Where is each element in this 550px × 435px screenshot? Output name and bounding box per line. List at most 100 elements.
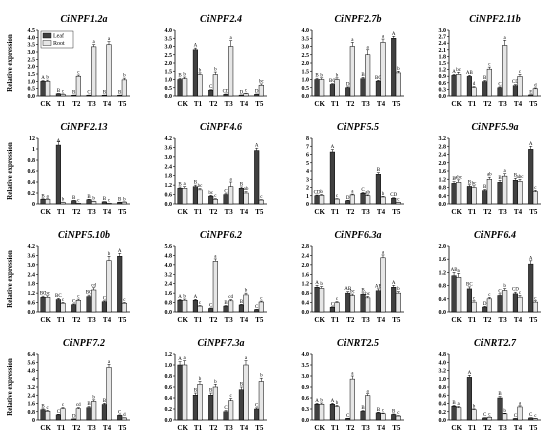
leaf-bar	[345, 87, 351, 97]
leaf-bar	[223, 305, 229, 313]
y-tick-label: 1.2	[302, 282, 310, 288]
significance-label: b	[183, 295, 186, 300]
significance-label: b	[199, 68, 202, 73]
significance-label: a	[184, 182, 187, 187]
y-tick-label: 1.6	[302, 272, 310, 278]
leaf-bar	[451, 183, 457, 205]
root-bar	[228, 46, 234, 97]
y-tick-label: 0.6	[165, 385, 173, 391]
significance-label: B	[361, 288, 365, 293]
significance-label: B	[240, 300, 244, 305]
y-tick-label: 7	[306, 144, 309, 150]
y-tick-label: 0.0	[28, 94, 36, 100]
y-tick-label: 0.4	[302, 301, 310, 307]
root-bar	[197, 305, 203, 313]
significance-label: c	[488, 412, 491, 417]
x-tick-label: CK	[40, 424, 51, 432]
significance-label: a	[108, 360, 111, 365]
y-tick-label: 2.5	[28, 57, 36, 63]
root-bar	[106, 44, 112, 97]
y-tick-label: 0.8	[439, 186, 447, 192]
significance-label: a	[230, 178, 233, 183]
y-tick-label: 4.5	[28, 28, 36, 34]
leaf-bar	[177, 79, 183, 97]
x-tick-label: CK	[314, 316, 325, 324]
y-tick-label: 0.2	[165, 407, 173, 413]
root-bar	[456, 182, 462, 205]
x-tick-label: T4	[103, 208, 112, 216]
root-bar	[197, 189, 203, 205]
root-bar	[228, 300, 234, 313]
y-tick-label: 1.5	[165, 69, 173, 75]
x-tick-label: T1	[194, 208, 203, 216]
panel-1: CiNPF2.4 0.0 0.5 1.0 1.5 2.0 2.5 3.0 3.5 4.0 B b CK A…	[165, 14, 267, 108]
x-tick-label: CK	[40, 208, 51, 216]
panel-9: CiNPF6.2 0.0 0.8 1.6 2.4 3.2 4.0 4.8 5.6 A b CK Ac T1…	[165, 230, 267, 324]
y-tick-label: 0.4	[439, 194, 447, 200]
root-bar	[395, 415, 401, 421]
leaf-bar	[375, 412, 381, 421]
leaf-bar	[117, 256, 123, 313]
root-bar	[45, 199, 51, 205]
significance-label: a	[351, 372, 354, 377]
y-tick-label: 1.5	[302, 69, 310, 75]
y-tick-label: 4.0	[302, 28, 310, 34]
leaf-bar	[466, 288, 472, 313]
significance-label: A	[178, 295, 182, 300]
significance-label: D	[483, 302, 487, 307]
significance-label: c	[382, 409, 385, 414]
significance-label: d	[123, 413, 126, 418]
leaf-bar	[497, 87, 503, 97]
x-tick-label: T3	[362, 316, 371, 324]
significance-label: C	[514, 414, 518, 419]
significance-label: B	[118, 198, 122, 203]
y-tick-label: 0.5	[28, 87, 36, 93]
x-tick-label: T1	[468, 316, 477, 324]
root-bar	[365, 297, 371, 313]
y-tick-label: 4.0	[28, 35, 36, 41]
leaf-bar	[71, 200, 77, 205]
x-tick-label: T5	[255, 316, 264, 324]
root-bar	[471, 87, 477, 97]
y-tick-label: 3.2	[28, 385, 36, 391]
significance-label: CD	[512, 288, 519, 293]
leaf-bar	[40, 199, 46, 205]
significance-label: c	[77, 199, 80, 204]
significance-label: B	[240, 183, 244, 188]
significance-label: A	[178, 357, 182, 362]
significance-label: abc	[455, 175, 463, 180]
root-bar	[334, 198, 340, 205]
significance-label: E	[529, 90, 532, 95]
y-tick-label: 1.8	[439, 54, 447, 60]
significance-label: a	[504, 36, 507, 41]
significance-label: B	[498, 392, 502, 397]
root-bar	[91, 401, 97, 421]
significance-label: A	[315, 281, 319, 286]
y-tick-label: 2.0	[439, 244, 447, 250]
significance-label: B	[377, 408, 381, 413]
significance-label: c	[488, 293, 491, 298]
leaf-bar	[391, 414, 397, 421]
significance-label: D	[255, 90, 259, 95]
y-tick-label: 0	[32, 418, 35, 424]
root-bar	[486, 68, 492, 97]
significance-label: a	[458, 402, 461, 407]
panel-title: CiNPF2.7b	[335, 14, 382, 25]
significance-label: a	[245, 356, 248, 361]
leaf-bar	[238, 304, 244, 313]
x-tick-label: T1	[468, 208, 477, 216]
panel-title: CiNPF2.11b	[469, 14, 520, 25]
root-bar	[60, 93, 66, 97]
root-bar	[319, 404, 325, 421]
x-tick-label: CK	[451, 316, 462, 324]
y-tick-label: 0.4	[28, 180, 36, 186]
significance-label: BC	[329, 79, 336, 84]
significance-label: b	[473, 404, 476, 409]
significance-label: D	[346, 82, 350, 87]
leaf-bar	[528, 263, 534, 313]
panel-14: CiNRT2.5 0.0 0.3 0.6 0.9 3.0 3.5 4.0 A b CK A b T1 Ca T…	[302, 338, 404, 432]
root-bar	[502, 45, 508, 97]
legend-label: Root	[53, 41, 65, 47]
significance-label: C	[255, 403, 259, 408]
significance-label: b	[320, 282, 323, 287]
